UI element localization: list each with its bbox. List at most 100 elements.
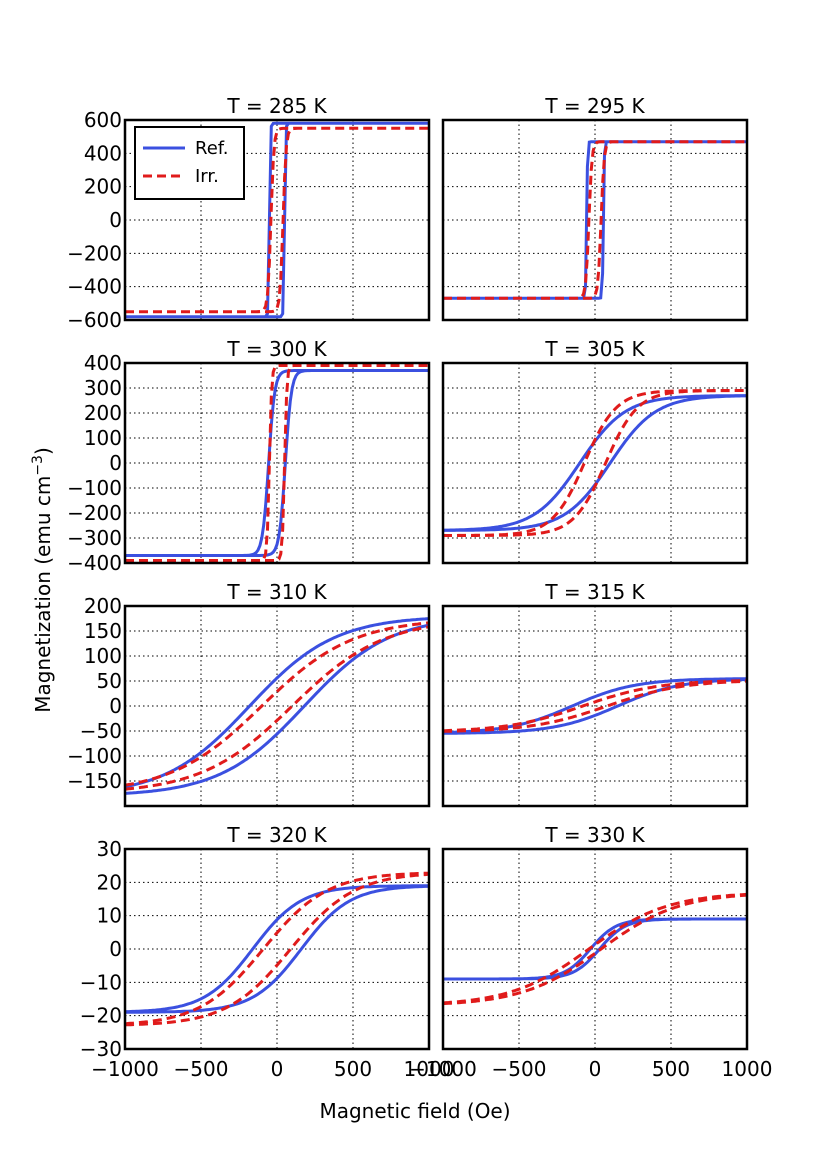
panel-title: T = 285 K xyxy=(226,94,327,118)
panel-series xyxy=(125,617,429,795)
legend-box xyxy=(134,126,245,200)
panel-grid xyxy=(125,606,429,806)
y-tick-label: −200 xyxy=(67,501,122,525)
y-tick-label: −20 xyxy=(80,1004,122,1028)
series-line-irr xyxy=(443,679,747,733)
panel-title: T = 315 K xyxy=(544,580,645,604)
panel-series xyxy=(443,677,747,735)
y-tick-label: −200 xyxy=(67,241,122,265)
panel-series xyxy=(443,892,747,1006)
panel-frame xyxy=(441,118,749,322)
legend-label: Irr. xyxy=(195,166,219,187)
y-axis-label-close: ) xyxy=(31,447,55,455)
panels-layer: T = 285 K6004002000−200−400−600Ref.Irr.T… xyxy=(67,94,772,1081)
y-tick-label: 600 xyxy=(84,108,122,132)
y-tick-label: −100 xyxy=(67,476,122,500)
legend: Ref. Irr. xyxy=(134,126,245,200)
y-tick-label: 200 xyxy=(84,175,122,199)
panel-frame xyxy=(123,118,431,322)
panel-grid xyxy=(443,849,747,1049)
y-tick-label: −400 xyxy=(67,275,122,299)
x-tick-label: 1000 xyxy=(722,1057,773,1081)
panel-7: T = 320 K 30 20 10 0 −10 −20 −30−1000 −500 0 500 10… xyxy=(80,823,455,1081)
y-tick-label: 100 xyxy=(84,644,122,668)
panel-frame xyxy=(123,361,431,565)
x-tick-label: −1000 xyxy=(91,1057,159,1081)
y-tick-label: 0 xyxy=(109,937,122,961)
series-line-irr xyxy=(125,621,429,791)
x-tick-label: −500 xyxy=(492,1057,547,1081)
y-tick-label: 300 xyxy=(84,376,122,400)
y-axis-label-superscript: −3 xyxy=(30,455,46,476)
panel-frame xyxy=(123,604,431,808)
x-tick-label: −500 xyxy=(174,1057,229,1081)
x-tick-label: 0 xyxy=(589,1057,602,1081)
y-tick-label: 0 xyxy=(109,694,122,718)
y-tick-label: −10 xyxy=(80,970,122,994)
series-line-irr xyxy=(125,364,429,562)
panel-1: T = 285 K 600 400 200 0 −200 −400 −600 Ref. Irr. xyxy=(67,94,431,332)
panel-title: T = 310 K xyxy=(226,580,327,604)
panel-series xyxy=(125,121,429,319)
panel-series xyxy=(125,364,429,562)
panel-4: T = 305 K xyxy=(441,337,749,565)
panel-6: T = 315 K xyxy=(441,580,749,808)
panel-title: T = 295 K xyxy=(544,94,645,118)
panel-frame xyxy=(441,604,749,808)
panel-title: T = 320 K xyxy=(226,823,327,847)
panel-title: T = 305 K xyxy=(544,337,645,361)
y-tick-label: −150 xyxy=(67,769,122,793)
series-line-ref xyxy=(125,121,429,319)
y-axis-label-main: Magnetization (emu cm xyxy=(31,476,55,713)
series-line-irr xyxy=(443,140,747,300)
panel-frame xyxy=(441,361,749,565)
panel-series xyxy=(125,871,429,1027)
x-tick-label: −1000 xyxy=(409,1057,477,1081)
y-tick-label: 30 xyxy=(97,837,122,861)
y-tick-label: 10 xyxy=(97,904,122,928)
y-tick-label: −400 xyxy=(67,551,122,575)
y-tick-label: 50 xyxy=(97,669,122,693)
y-tick-label: 200 xyxy=(84,594,122,618)
panel-grid xyxy=(443,363,747,563)
y-tick-label: 400 xyxy=(84,141,122,165)
panel-grid xyxy=(125,849,429,1049)
series-line-irr xyxy=(443,892,747,1006)
y-tick-label: 150 xyxy=(84,619,122,643)
series-line-irr xyxy=(125,126,429,314)
y-tick-label: −50 xyxy=(80,719,122,743)
y-tick-label: 200 xyxy=(84,401,122,425)
x-axis-label: Magnetic field (Oe) xyxy=(319,1099,510,1123)
y-tick-label: −100 xyxy=(67,744,122,768)
panel-frame xyxy=(123,847,431,1051)
x-tick-label: 1000 xyxy=(404,1057,455,1081)
x-tick-label: 0 xyxy=(271,1057,284,1081)
panel-grid xyxy=(443,606,747,806)
y-tick-label: 400 xyxy=(84,351,122,375)
panel-series xyxy=(443,389,747,537)
panel-8: T = 330 K −1000 −500 0 500 1000 xyxy=(409,823,772,1081)
panel-grid xyxy=(125,363,429,563)
x-tick-label: 500 xyxy=(334,1057,372,1081)
series-line-ref xyxy=(125,369,429,557)
panel-title: T = 330 K xyxy=(544,823,645,847)
panel-series xyxy=(443,140,747,300)
panel-title: T = 300 K xyxy=(226,337,327,361)
y-tick-label: −300 xyxy=(67,526,122,550)
panel-frame xyxy=(441,847,749,1051)
x-tick-label: 500 xyxy=(652,1057,690,1081)
panel-2: T = 295 K xyxy=(441,94,749,322)
series-line-irr xyxy=(443,389,747,537)
y-tick-label: 100 xyxy=(84,426,122,450)
y-tick-label: 0 xyxy=(109,208,122,232)
y-axis-label: Magnetization (emu cm−3) xyxy=(30,447,55,713)
series-line-ref xyxy=(125,884,429,1014)
y-tick-label: −30 xyxy=(80,1037,122,1061)
panel-grid xyxy=(443,120,747,320)
y-tick-label: 0 xyxy=(109,451,122,475)
legend-label: Ref. xyxy=(195,138,229,159)
y-tick-label: 20 xyxy=(97,870,122,894)
y-tick-label: −600 xyxy=(67,308,122,332)
